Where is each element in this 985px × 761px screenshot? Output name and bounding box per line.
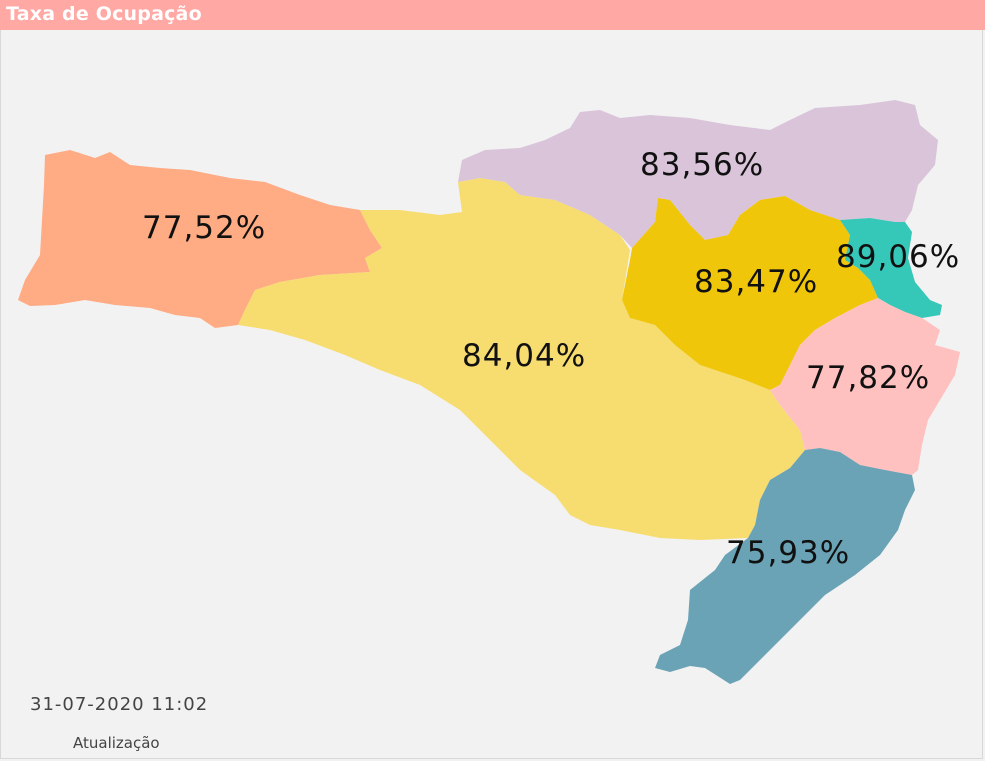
update-label: Atualização — [73, 734, 160, 752]
region-meio-oeste-serra[interactable] — [238, 178, 805, 540]
region-oeste[interactable] — [18, 150, 382, 328]
region-label-grande-florianopolis: 77,82% — [806, 360, 930, 396]
region-label-oeste: 77,52% — [142, 210, 266, 246]
region-vale-itajai[interactable] — [622, 196, 878, 390]
region-grande-florianopolis[interactable] — [770, 298, 960, 475]
region-label-sul: 75,93% — [726, 535, 850, 571]
region-label-foz-itajai: 89,06% — [836, 239, 960, 275]
region-label-norte: 83,56% — [640, 147, 764, 183]
title-bar: Taxa de Ocupação — [0, 0, 985, 30]
region-norte[interactable] — [458, 100, 938, 248]
update-timestamp: 31-07-2020 11:02 — [30, 694, 209, 715]
region-label-vale-itajai: 83,47% — [694, 264, 818, 300]
region-label-meio-oeste-serra: 84,04% — [462, 338, 586, 374]
page-title: Taxa de Ocupação — [6, 3, 202, 25]
region-foz-itajai[interactable] — [840, 218, 942, 318]
region-sul[interactable] — [655, 448, 915, 684]
